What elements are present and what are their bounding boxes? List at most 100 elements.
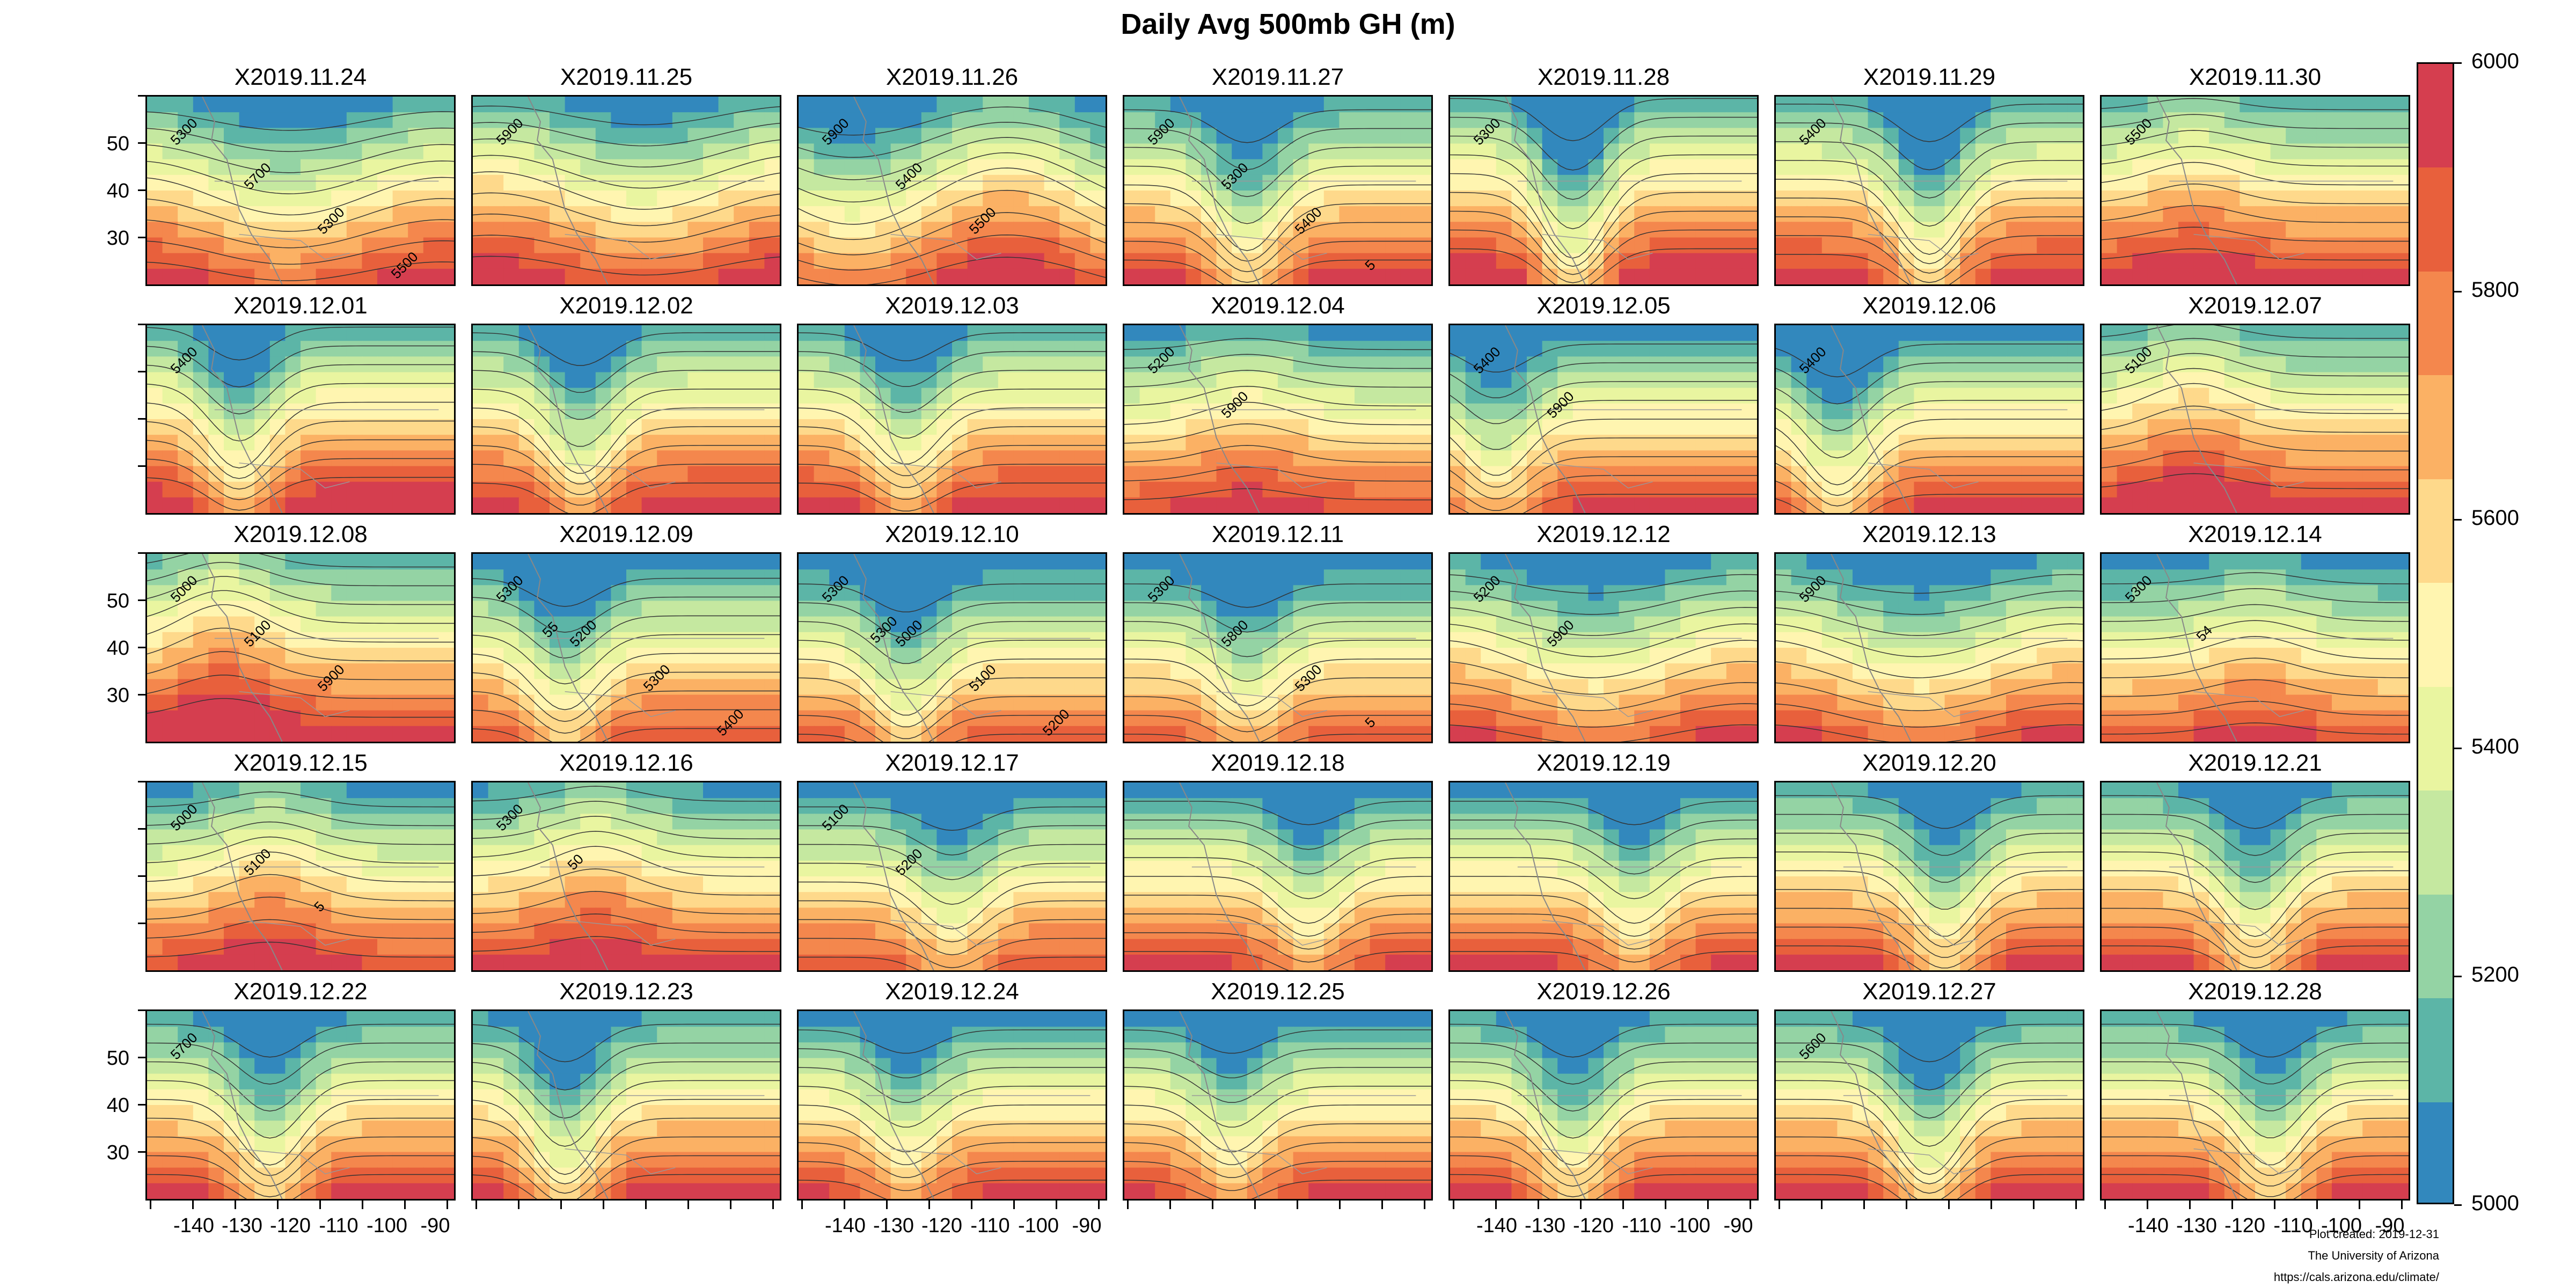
- lon-tick: [1381, 1201, 1383, 1209]
- gh-contour: [799, 1180, 1106, 1199]
- lon-tick: [404, 1201, 406, 1209]
- lat-tick: [138, 552, 145, 554]
- coastline: [1505, 97, 1586, 284]
- gh-contour: [147, 896, 454, 920]
- gh-contour: [1776, 141, 2083, 199]
- gh-contour: [1124, 165, 1431, 224]
- footer-url[interactable]: https://cals.arizona.edu/climate/: [2273, 1270, 2439, 1284]
- lon-tick: [1707, 1201, 1709, 1209]
- colorbar-segment: [2418, 583, 2453, 687]
- gh-contour: [2102, 114, 2409, 129]
- political-border: [1843, 866, 2068, 946]
- gh-contour: [147, 198, 454, 232]
- gh-contour: [1124, 819, 1431, 850]
- gh-contour: [147, 627, 454, 662]
- gh-field: [473, 782, 780, 970]
- lon-tick: [844, 1201, 845, 1209]
- gh-contour: [1776, 1174, 2083, 1199]
- gh-contour: [473, 389, 780, 447]
- panel-date-title: X2019.12.06: [1862, 292, 1996, 319]
- lon-tick-label: -110: [1622, 1214, 1662, 1237]
- coastline: [1831, 554, 1912, 742]
- gh-contour: [2102, 851, 2409, 910]
- gh-contour: [473, 913, 780, 933]
- panel-date-title: X2019.12.22: [233, 978, 368, 1005]
- gh-contour: [473, 577, 780, 607]
- political-border: [214, 638, 439, 718]
- gh-contour: [1776, 682, 2083, 711]
- coastline: [202, 325, 283, 513]
- gh-field: [799, 1011, 1106, 1199]
- gh-contour: [473, 831, 780, 858]
- gh-contour: [1124, 876, 1431, 924]
- gh-contour: [1124, 259, 1431, 284]
- gh-map-panel: 5400: [1774, 95, 2084, 286]
- gh-contour: [1124, 602, 1431, 633]
- panel-date-title: X2019.12.21: [2188, 750, 2322, 776]
- colorbar-segment: [2418, 1102, 2453, 1203]
- lon-tick: [1863, 1201, 1865, 1209]
- gh-field: [1450, 554, 1757, 742]
- gh-contour: [1450, 210, 1757, 275]
- gh-contour: [799, 389, 1106, 439]
- lat-tick: [138, 1151, 145, 1153]
- gh-field: [1776, 554, 2083, 742]
- gh-contour: [799, 1123, 1106, 1165]
- gh-contour: [1124, 338, 1431, 350]
- gh-contour: [1450, 419, 1757, 476]
- gh-contour: [147, 941, 454, 958]
- gh-contour: [147, 160, 454, 194]
- gh-contour: [1450, 98, 1757, 141]
- lon-tick: [2147, 1201, 2148, 1209]
- gh-contour: [1450, 574, 1757, 594]
- gh-contour: [147, 651, 454, 680]
- lon-tick: [2401, 1201, 2403, 1209]
- gh-contour: [2102, 832, 2409, 883]
- lon-tick: [1297, 1201, 1298, 1209]
- gh-contour: [473, 1174, 780, 1199]
- lat-tick: [138, 142, 145, 144]
- gh-contour: [799, 212, 1106, 255]
- gh-contour: [1450, 607, 1757, 636]
- gh-contour: [147, 1136, 454, 1187]
- panel-date-title: X2019.12.10: [885, 521, 1019, 547]
- gh-contour: [1124, 715, 1431, 742]
- gh-contour: [1124, 488, 1431, 501]
- lon-tick: [2359, 1201, 2360, 1209]
- lon-tick: [1821, 1201, 1823, 1209]
- gh-contour: [1776, 574, 2083, 594]
- colorbar-label: 5800: [2471, 277, 2519, 302]
- gh-contour: [147, 345, 454, 387]
- gh-contour: [2102, 1136, 2409, 1187]
- colorbar-label: 5400: [2471, 734, 2519, 758]
- gh-field: [147, 97, 454, 284]
- lon-tick: [928, 1201, 930, 1209]
- gh-field: [799, 782, 1106, 970]
- lon-tick: [1990, 1201, 1992, 1209]
- gh-contour: [799, 602, 1106, 639]
- gh-contour: [2102, 184, 2409, 204]
- coastline: [2156, 782, 2237, 970]
- coastline: [1505, 782, 1586, 970]
- gh-map-panel: [1774, 781, 2084, 972]
- gh-contour: [473, 370, 780, 420]
- gh-contour: [1450, 819, 1757, 850]
- political-border: [2169, 409, 2394, 489]
- lat-tick-label: 40: [106, 637, 129, 660]
- gh-contour: [799, 825, 1106, 855]
- gh-contour: [473, 1155, 780, 1199]
- gh-contour: [2102, 1099, 2409, 1166]
- lon-tick: [518, 1201, 519, 1209]
- lat-tick: [138, 647, 145, 648]
- gh-map-panel: 5900 5400 5500: [797, 95, 1107, 286]
- political-border: [866, 409, 1091, 489]
- gh-field: [1776, 325, 2083, 513]
- coastline: [853, 1011, 934, 1199]
- gh-contour: [147, 144, 454, 173]
- gh-contour: [799, 1086, 1106, 1128]
- gh-contour: [1124, 1180, 1431, 1199]
- gh-contour: [473, 1023, 780, 1063]
- gh-contour: [1776, 122, 2083, 171]
- gh-contour: [473, 464, 780, 506]
- panel-date-title: X2019.12.05: [1536, 292, 1671, 319]
